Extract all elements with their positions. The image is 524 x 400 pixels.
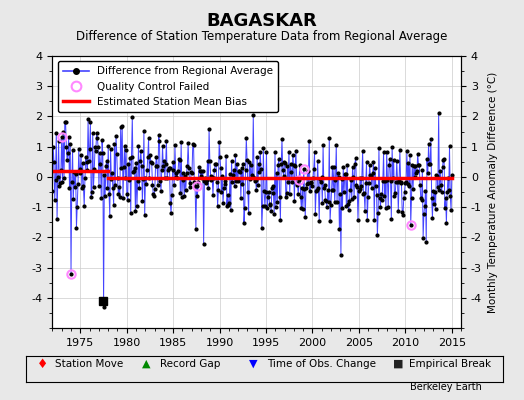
Text: ▼: ▼: [249, 359, 257, 369]
Text: Station Move: Station Move: [55, 359, 123, 369]
Text: ♦: ♦: [37, 358, 48, 370]
Text: Record Gap: Record Gap: [160, 359, 220, 369]
Text: Difference of Station Temperature Data from Regional Average: Difference of Station Temperature Data f…: [77, 30, 447, 43]
Legend: Difference from Regional Average, Quality Control Failed, Estimated Station Mean: Difference from Regional Average, Qualit…: [58, 61, 278, 112]
Text: Berkeley Earth: Berkeley Earth: [410, 382, 482, 392]
Y-axis label: Monthly Temperature Anomaly Difference (°C): Monthly Temperature Anomaly Difference (…: [487, 71, 497, 313]
Text: ■: ■: [393, 359, 403, 369]
Text: Empirical Break: Empirical Break: [409, 359, 491, 369]
Text: Time of Obs. Change: Time of Obs. Change: [267, 359, 376, 369]
Text: BAGASKAR: BAGASKAR: [206, 12, 318, 30]
Text: ▲: ▲: [141, 359, 150, 369]
